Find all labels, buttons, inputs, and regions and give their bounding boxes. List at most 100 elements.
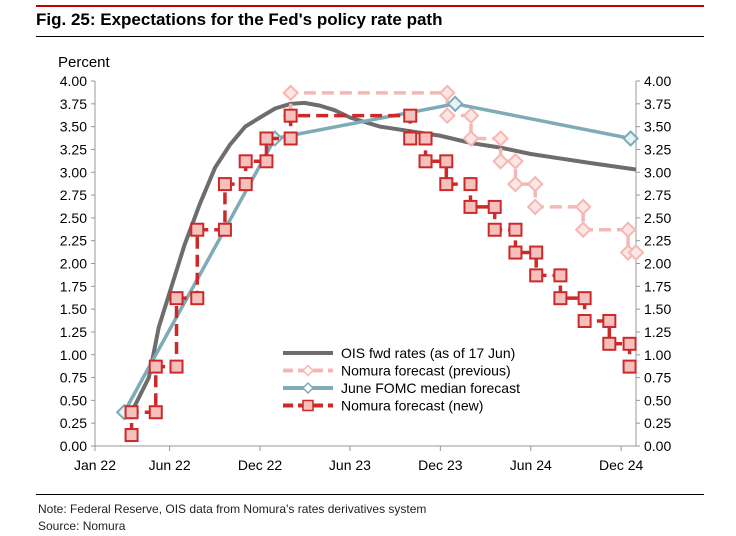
- data-point: [282, 84, 300, 102]
- data-point: [492, 130, 510, 147]
- x-tick-label: Jun 24: [510, 457, 552, 473]
- legend-label: June FOMC median forecast: [341, 380, 520, 396]
- data-point: [438, 84, 456, 102]
- footer-rule: [36, 494, 704, 495]
- data-point: [283, 108, 298, 123]
- data-point: [190, 222, 205, 237]
- source-note: Source: Nomura: [38, 519, 126, 533]
- data-point: [487, 199, 502, 214]
- data-point: [217, 222, 232, 237]
- data-point: [602, 336, 617, 351]
- data-point: [529, 268, 544, 283]
- y-tick-label-right: 3.50: [644, 119, 671, 135]
- y-tick-label-left: 3.50: [60, 119, 87, 135]
- y-tick-label-right: 0.25: [644, 415, 671, 431]
- data-point: [602, 313, 617, 328]
- data-point: [148, 359, 163, 374]
- data-point: [462, 130, 480, 147]
- legend-swatch-marker: [301, 364, 315, 377]
- y-tick-label-left: 0.25: [60, 415, 87, 431]
- legend-swatch-marker: [302, 399, 314, 412]
- data-point: [124, 428, 139, 443]
- y-tick-label-right: 2.50: [644, 210, 671, 226]
- y-tick-label-left: 1.50: [60, 301, 87, 317]
- data-point: [508, 245, 523, 260]
- y-tick-label-right: 3.00: [644, 164, 671, 180]
- series-path: [122, 102, 631, 414]
- data-point: [238, 154, 253, 169]
- legend-entry: OIS fwd rates (as of 17 Jun): [283, 345, 515, 361]
- y-tick-label-right: 2.00: [644, 256, 671, 272]
- data-point: [169, 359, 184, 374]
- data-point: [577, 291, 592, 306]
- legend-label: OIS fwd rates (as of 17 Jun): [341, 345, 515, 361]
- data-point: [619, 221, 637, 239]
- ois-fwd-line: [129, 100, 637, 414]
- y-tick-label-right: 1.75: [644, 278, 671, 294]
- y-tick-label-right: 1.50: [644, 301, 671, 317]
- data-point: [217, 177, 232, 192]
- data-point: [462, 107, 480, 125]
- x-tick-label: Jun 23: [329, 457, 371, 473]
- legend-entry: June FOMC median forecast: [283, 380, 520, 396]
- x-tick-label: Dec 24: [599, 457, 644, 473]
- data-point: [553, 291, 568, 306]
- data-point: [439, 177, 454, 192]
- data-point: [169, 291, 184, 306]
- y-tick-label-left: 3.25: [60, 141, 87, 157]
- y-axis-label: Percent: [58, 54, 111, 71]
- y-tick-label-right: 3.25: [644, 141, 671, 157]
- y-tick-label-left: 0.75: [60, 370, 87, 386]
- data-point: [446, 95, 464, 113]
- data-point: [553, 268, 568, 283]
- y-tick-label-left: 3.00: [60, 164, 87, 180]
- chart-legend: OIS fwd rates (as of 17 Jun) Nomura forec…: [283, 345, 520, 414]
- chart-axes: 0.00 0.00 0.25 0.25 0.50 0.50 0.75 0.75 1.00 1.00…: [58, 54, 671, 473]
- legend-entry: Nomura forecast (new): [283, 398, 483, 414]
- x-tick-label: Jun 22: [149, 457, 191, 473]
- data-point: [492, 152, 510, 170]
- data-point: [148, 405, 163, 420]
- data-point: [418, 131, 433, 146]
- top-accent-rule: [36, 5, 704, 7]
- data-point: [507, 175, 524, 193]
- data-point: [259, 154, 274, 169]
- y-tick-label-right: 0.75: [644, 370, 671, 386]
- nomura-new-line: [124, 108, 637, 443]
- y-tick-label-right: 2.75: [644, 187, 671, 203]
- y-tick-label-left: 1.00: [60, 347, 87, 363]
- y-tick-label-right: 1.00: [644, 347, 671, 363]
- y-tick-label-left: 2.00: [60, 256, 87, 272]
- y-tick-label-right: 4.00: [644, 73, 671, 89]
- y-tick-label-right: 3.75: [644, 96, 671, 112]
- data-point: [283, 131, 298, 146]
- legend-label: Nomura forecast (previous): [341, 363, 511, 379]
- footnote: Note: Federal Reserve, OIS data from Nom…: [38, 502, 427, 516]
- y-tick-label-left: 0.00: [60, 438, 87, 454]
- chart-series: [115, 84, 645, 443]
- data-point: [574, 221, 592, 239]
- data-point: [190, 291, 205, 306]
- y-tick-label-left: 2.75: [60, 187, 87, 203]
- data-point: [627, 244, 645, 261]
- data-point: [238, 177, 253, 192]
- data-point: [526, 198, 544, 216]
- data-point: [463, 199, 478, 214]
- title-underline: [36, 36, 704, 37]
- data-point: [622, 130, 639, 147]
- y-tick-label-right: 2.25: [644, 233, 671, 249]
- y-tick-label-left: 2.50: [60, 210, 87, 226]
- y-tick-label-right: 0.00: [644, 438, 671, 454]
- series-path: [129, 100, 637, 414]
- figure-title: Fig. 25: Expectations for the Fed's poli…: [36, 10, 443, 29]
- data-point: [574, 198, 592, 216]
- y-tick-label-left: 0.50: [60, 392, 87, 408]
- y-tick-label-right: 0.50: [644, 392, 671, 408]
- data-point: [418, 154, 433, 169]
- data-point: [529, 245, 544, 260]
- data-point: [403, 108, 418, 123]
- y-tick-label-left: 1.75: [60, 278, 87, 294]
- y-tick-label-left: 3.75: [60, 96, 87, 112]
- data-point: [403, 131, 418, 146]
